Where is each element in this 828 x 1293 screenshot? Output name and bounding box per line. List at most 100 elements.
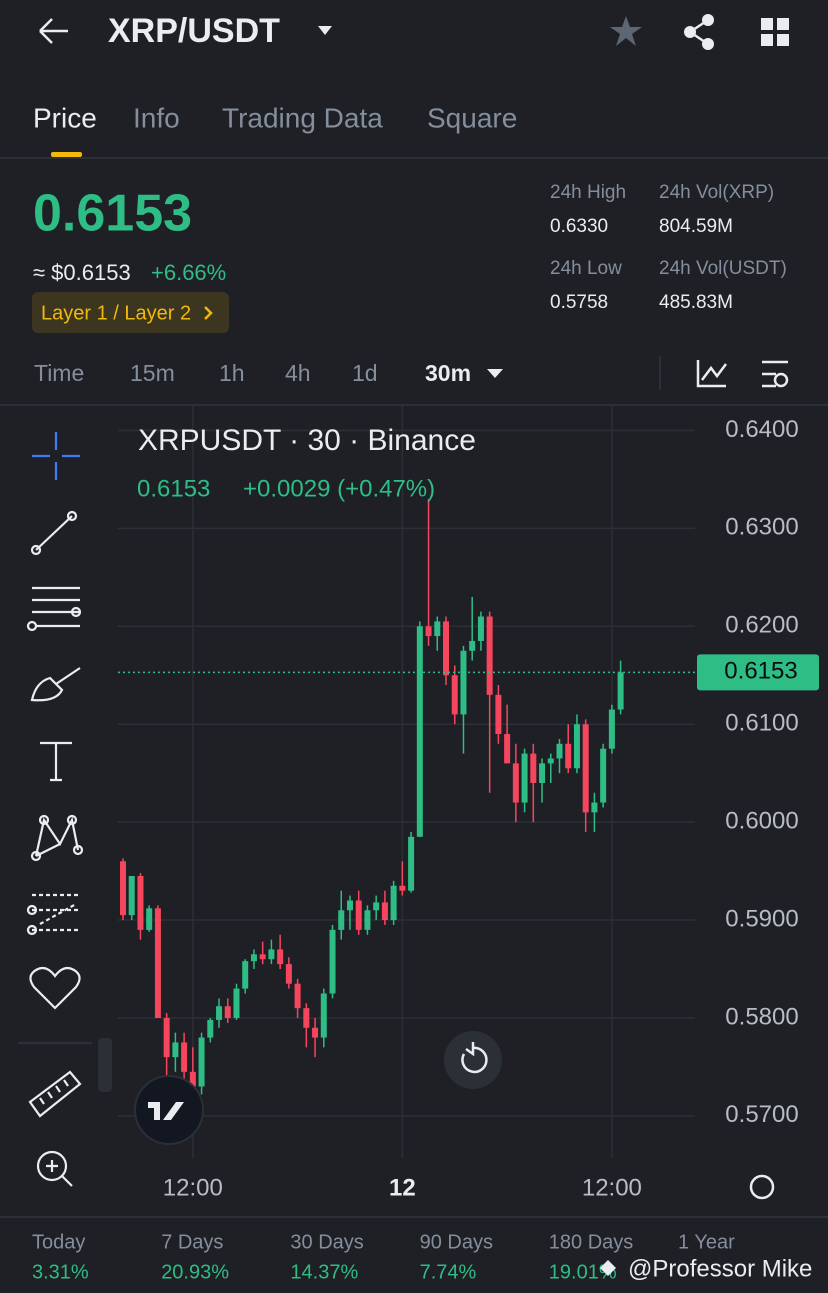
- stat-label: 24h Vol(XRP): [659, 182, 774, 203]
- y-tick-label: 0.5700: [725, 1101, 798, 1128]
- candle-body: [128, 875, 135, 916]
- interval[interactable]: 1h: [219, 360, 245, 386]
- stat-value: 804.59M: [659, 216, 733, 237]
- grid-menu[interactable]: [761, 18, 789, 46]
- candle-body: [285, 964, 292, 984]
- candle-body: [539, 763, 546, 783]
- period-value: 14.37%: [290, 1261, 358, 1283]
- stat-label: 24h Low: [550, 258, 622, 279]
- interval-active[interactable]: 30m: [425, 360, 471, 386]
- candle-body: [338, 910, 345, 930]
- candle-body: [608, 709, 615, 749]
- candle-body: [600, 748, 607, 803]
- share-button[interactable]: [684, 14, 714, 50]
- chart-title: XRPUSDT · 30 · Binance: [138, 424, 476, 457]
- candle-body: [504, 734, 511, 764]
- candle-body: [521, 753, 528, 803]
- candle-body: [312, 1027, 319, 1038]
- candle-body: [582, 724, 589, 813]
- drawing-tools[interactable]: [18, 432, 92, 1187]
- chart: 0.6400 0.6300 0.6200 0.6100 0.6000 0.5900 0.58…: [118, 405, 819, 1201]
- period-label: 180 Days: [549, 1231, 634, 1253]
- last-price: 0.6153: [33, 185, 192, 243]
- settings-button[interactable]: [762, 360, 788, 388]
- candle-body: [373, 902, 380, 911]
- panel-toggle[interactable]: [98, 1038, 112, 1092]
- y-tick-label: 0.5900: [725, 905, 798, 932]
- stat-value: 0.6330: [550, 216, 608, 237]
- candle-body: [250, 954, 257, 962]
- candle-body: [355, 900, 362, 930]
- tag-chip[interactable]: [32, 292, 229, 333]
- interval[interactable]: Time: [34, 360, 84, 386]
- tab-square[interactable]: Square: [427, 102, 517, 133]
- usd-price: ≈ $0.6153: [33, 260, 131, 285]
- candle-body: [408, 836, 415, 891]
- candle-body: [242, 961, 249, 989]
- candle-body: [207, 1019, 214, 1038]
- interval[interactable]: 1d: [352, 360, 378, 386]
- period-value: 7.74%: [420, 1261, 477, 1283]
- candle-body: [443, 621, 450, 676]
- price-change: +6.66%: [151, 260, 226, 285]
- indicator-button[interactable]: [696, 360, 727, 388]
- pair-dropdown[interactable]: [318, 26, 332, 35]
- candle-body: [416, 626, 423, 837]
- candle-body: [486, 616, 493, 695]
- x-tick-label: 12:00: [582, 1174, 642, 1201]
- candle-body: [268, 949, 275, 960]
- x-tick-label: 12:00: [163, 1174, 223, 1201]
- period-value: 20.93%: [161, 1261, 229, 1283]
- candle-body: [198, 1037, 205, 1087]
- interval-dropdown[interactable]: [487, 369, 503, 378]
- interval[interactable]: 15m: [130, 360, 175, 386]
- candle-body: [617, 672, 624, 710]
- candle-body: [425, 626, 432, 637]
- tab-indicator: [51, 152, 82, 157]
- candle-body: [189, 1071, 196, 1087]
- candle-body: [120, 861, 126, 916]
- candle-body: [163, 1017, 170, 1058]
- candle-body: [137, 875, 144, 930]
- pair-title[interactable]: XRP/USDT: [108, 12, 280, 50]
- y-tick-label: 0.6300: [725, 514, 798, 541]
- y-tick-label: 0.6400: [725, 416, 798, 443]
- back-button[interactable]: [39, 18, 68, 44]
- settings-button[interactable]: [773, 372, 789, 388]
- candle-body: [495, 694, 502, 735]
- candle-body: [399, 885, 406, 891]
- candle-body: [146, 908, 153, 930]
- tab-info[interactable]: Info: [133, 102, 180, 133]
- candle-body: [565, 743, 572, 769]
- reset-icon: [461, 1042, 488, 1074]
- period-label: 7 Days: [161, 1231, 223, 1253]
- tag-label[interactable]: Layer 1 / Layer 2: [41, 302, 191, 324]
- last-price-label: 0.6153: [724, 658, 797, 685]
- candle-body: [329, 929, 336, 994]
- tab-price[interactable]: Price: [33, 102, 97, 133]
- interval[interactable]: 4h: [285, 360, 311, 386]
- period-label: 30 Days: [290, 1231, 363, 1253]
- y-tick-label: 0.6000: [725, 807, 798, 834]
- watermark-logo: [600, 1260, 616, 1276]
- candle-body: [216, 1006, 223, 1020]
- candle-body: [303, 1008, 310, 1028]
- stat-value: 0.5758: [550, 292, 608, 313]
- tab-trading-data[interactable]: Trading Data: [222, 102, 383, 133]
- candle-body: [477, 616, 484, 641]
- chart-settings[interactable]: [749, 1174, 775, 1200]
- stat-value: 485.83M: [659, 292, 733, 313]
- performance-row: Today 3.31% 7 Days 20.93% 30 Days 14.37% 90 Da…: [32, 1231, 735, 1283]
- stat-label: 24h High: [550, 182, 626, 203]
- candle-body: [224, 1006, 231, 1018]
- tradingview-logo[interactable]: [134, 1075, 204, 1145]
- last-price-box: [697, 654, 819, 691]
- period-label: 90 Days: [420, 1231, 493, 1253]
- candle-body: [547, 758, 554, 764]
- tag-chevron: [204, 306, 213, 320]
- reset-button[interactable]: [444, 1031, 502, 1089]
- favorite-star[interactable]: [610, 16, 642, 46]
- candle-body: [530, 753, 537, 783]
- candle-body: [469, 640, 476, 651]
